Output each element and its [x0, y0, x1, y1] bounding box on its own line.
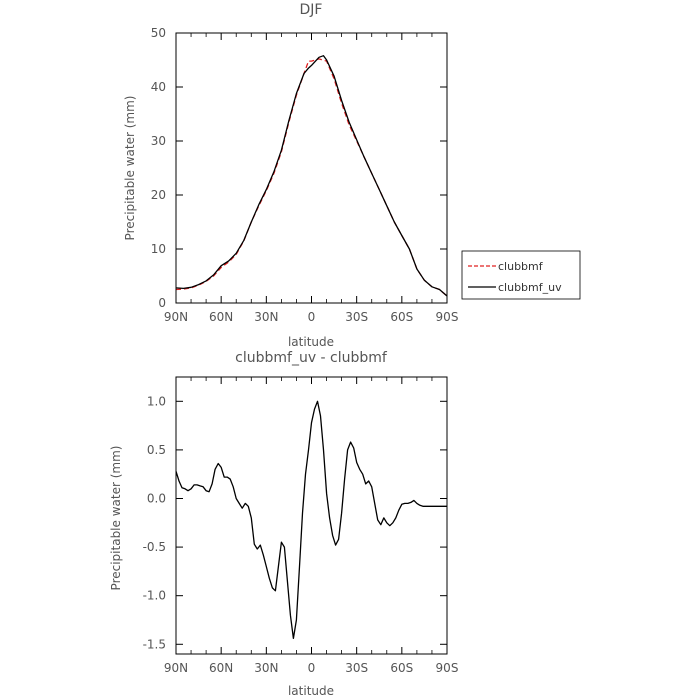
top-ytick-label: 0	[158, 296, 166, 310]
bottom-xlabel: latitude	[288, 684, 334, 698]
top-ytick-label: 20	[151, 188, 166, 202]
top-ylabel: Precipitable water (mm)	[123, 96, 137, 241]
top-series-line-0	[175, 58, 448, 297]
top-lines	[175, 55, 448, 297]
bottom-plot-frame	[175, 376, 448, 655]
top-ytick-label: 30	[151, 134, 166, 148]
bottom-xtick-label: 30S	[345, 661, 368, 675]
bottom-ytick-label: -1.5	[143, 637, 166, 651]
top-ytick-label: 50	[151, 26, 166, 40]
bottom-panel: clubbmf_uv - clubbmf Precipitable water …	[109, 350, 458, 698]
bottom-xtick-label: 30N	[254, 661, 278, 675]
top-panel: DJF Precipitable water (mm) latitude 90N…	[123, 2, 581, 349]
bottom-xtick-label: 60S	[390, 661, 413, 675]
bottom-lines	[175, 400, 447, 640]
bottom-ytick-label: -0.5	[143, 540, 166, 554]
legend-box	[461, 250, 581, 300]
bottom-ytick-label: 1.0	[147, 394, 166, 408]
top-xtick-label: 60S	[390, 310, 413, 324]
top-xtick-label: 60N	[209, 310, 233, 324]
top-xtick-label: 30S	[345, 310, 368, 324]
top-ticks: 90N 60N 30N 0 30S 60S 90S 0 10 20 30 40 50	[151, 26, 459, 324]
bottom-xtick-label: 0	[308, 661, 316, 675]
bottom-title: clubbmf_uv - clubbmf	[235, 350, 388, 366]
top-title: DJF	[300, 2, 323, 18]
top-series-line-1	[175, 55, 448, 297]
bottom-xtick-label: 90N	[164, 661, 188, 675]
top-xtick-label: 0	[308, 310, 316, 324]
bottom-series-line-0	[175, 400, 447, 640]
top-plot-frame	[175, 32, 448, 304]
bottom-ytick-label: 0.0	[147, 491, 166, 505]
bottom-xtick-label: 90S	[436, 661, 459, 675]
top-ytick-label: 40	[151, 80, 166, 94]
bottom-ticks: 90N 60N 30N 0 30S 60S 90S 1.0 0.5 0.0 -0.5 -1.0 -1.5	[143, 377, 459, 675]
top-xtick-label: 90N	[164, 310, 188, 324]
top-xlabel: latitude	[288, 335, 334, 349]
top-xtick-label: 90S	[436, 310, 459, 324]
top-legend: clubbmf clubbmf_uv	[461, 250, 581, 300]
legend-label-clubbmf-uv: clubbmf_uv	[498, 281, 562, 294]
bottom-xtick-label: 60N	[209, 661, 233, 675]
top-xtick-label: 30N	[254, 310, 278, 324]
bottom-ylabel: Precipitable water (mm)	[109, 446, 123, 591]
bottom-ytick-label: -1.0	[143, 589, 166, 603]
legend-label-clubbmf: clubbmf	[498, 260, 544, 273]
bottom-ytick-label: 0.5	[147, 443, 166, 457]
top-ytick-label: 10	[151, 242, 166, 256]
